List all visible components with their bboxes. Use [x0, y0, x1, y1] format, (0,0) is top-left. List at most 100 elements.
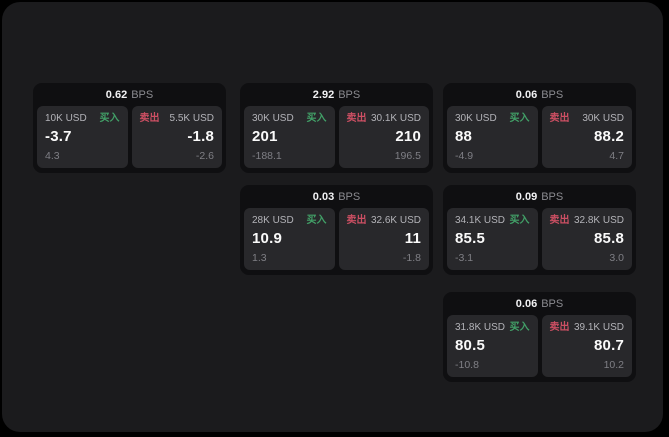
- bps-unit-label: BPS: [541, 190, 564, 203]
- sell-sub-value: -1.8: [402, 252, 421, 264]
- buy-side-label: 买入: [306, 215, 327, 226]
- sell-side-label: 卖出: [139, 113, 160, 124]
- sell-panel[interactable]: 卖出 5.5K USD -1.8 -2.6: [131, 106, 222, 168]
- bps-header: 0.03 BPS: [244, 185, 429, 208]
- buy-sub-value: 1.3: [252, 252, 267, 264]
- sell-panel[interactable]: 卖出 30K USD 88.2 4.7: [541, 106, 632, 168]
- sell-size-label: 39.1K USD: [573, 322, 624, 333]
- sell-sub-value: -2.6: [195, 150, 214, 162]
- bps-unit-label: BPS: [541, 88, 564, 101]
- bps-header: 2.92 BPS: [244, 83, 429, 106]
- sell-panel[interactable]: 卖出 30.1K USD 210 196.5: [338, 106, 429, 168]
- bps-header: 0.06 BPS: [447, 292, 632, 315]
- buy-sub-value: -10.8: [455, 359, 479, 371]
- quote-panels: 31.8K USD 买入 80.5 -10.8 卖出 39.1K USD 80.…: [447, 315, 632, 377]
- buy-side-label: 买入: [306, 113, 327, 124]
- buy-price-value: 10.9: [252, 230, 282, 247]
- sell-size-label: 32.8K USD: [573, 215, 624, 226]
- quote-card: 0.06 BPS 31.8K USD 买入 80.5 -10.8 卖出 39.1…: [443, 292, 636, 382]
- buy-side-label: 买入: [509, 113, 530, 124]
- buy-panel-header: 34.1K USD 买入: [455, 215, 530, 227]
- bps-value: 0.06: [515, 88, 538, 101]
- buy-price-value: 88: [455, 128, 473, 145]
- bps-unit-label: BPS: [338, 88, 361, 101]
- quote-panels: 34.1K USD 买入 85.5 -3.1 卖出 32.8K USD 85.8…: [447, 208, 632, 270]
- sell-price-value: 210: [395, 128, 421, 145]
- buy-panel[interactable]: 34.1K USD 买入 85.5 -3.1: [447, 208, 538, 270]
- buy-panel-header: 30K USD 买入: [252, 113, 327, 125]
- bps-value: 2.92: [312, 88, 335, 101]
- buy-size-label: 10K USD: [45, 113, 87, 124]
- sell-price-value: 11: [404, 230, 421, 247]
- sell-size-label: 32.6K USD: [370, 215, 421, 226]
- sell-panel-header: 卖出 39.1K USD: [550, 322, 625, 334]
- bps-header: 0.62 BPS: [37, 83, 222, 106]
- sell-price-value: 85.8: [594, 230, 624, 247]
- quote-card: 0.09 BPS 34.1K USD 买入 85.5 -3.1 卖出 32.8K…: [443, 185, 636, 275]
- sell-panel-header: 卖出 32.8K USD: [550, 215, 625, 227]
- buy-panel[interactable]: 10K USD 买入 -3.7 4.3: [37, 106, 128, 168]
- quote-card: 0.62 BPS 10K USD 买入 -3.7 4.3 卖出 5.5K USD…: [33, 83, 226, 173]
- buy-panel-header: 28K USD 买入: [252, 215, 327, 227]
- sell-sub-value: 4.7: [609, 150, 624, 162]
- bps-header: 0.06 BPS: [447, 83, 632, 106]
- sell-panel-header: 卖出 30.1K USD: [347, 113, 422, 125]
- quote-card: 2.92 BPS 30K USD 买入 201 -188.1 卖出 30.1K …: [240, 83, 433, 173]
- buy-size-label: 31.8K USD: [455, 322, 506, 333]
- sell-price-value: 80.7: [594, 337, 624, 354]
- quote-panels: 10K USD 买入 -3.7 4.3 卖出 5.5K USD -1.8 -2.…: [37, 106, 222, 168]
- buy-price-value: 80.5: [455, 337, 485, 354]
- buy-panel[interactable]: 30K USD 买入 88 -4.9: [447, 106, 538, 168]
- quote-panels: 30K USD 买入 88 -4.9 卖出 30K USD 88.2 4.7: [447, 106, 632, 168]
- buy-panel[interactable]: 30K USD 买入 201 -188.1: [244, 106, 335, 168]
- sell-panel[interactable]: 卖出 39.1K USD 80.7 10.2: [541, 315, 632, 377]
- bps-unit-label: BPS: [131, 88, 154, 101]
- sell-side-label: 卖出: [549, 322, 570, 333]
- bps-value: 0.62: [105, 88, 128, 101]
- buy-price-value: -3.7: [45, 128, 72, 145]
- bps-unit-label: BPS: [541, 297, 564, 310]
- sell-sub-value: 196.5: [394, 150, 421, 162]
- buy-sub-value: -188.1: [252, 150, 282, 162]
- sell-size-label: 30.1K USD: [370, 113, 421, 124]
- quote-card: 0.03 BPS 28K USD 买入 10.9 1.3 卖出 32.6K US…: [240, 185, 433, 275]
- buy-panel[interactable]: 28K USD 买入 10.9 1.3: [244, 208, 335, 270]
- buy-size-label: 30K USD: [252, 113, 294, 124]
- buy-panel-header: 31.8K USD 买入: [455, 322, 530, 334]
- sell-price-value: 88.2: [594, 128, 624, 145]
- buy-panel-header: 30K USD 买入: [455, 113, 530, 125]
- bps-value: 0.09: [515, 190, 538, 203]
- buy-sub-value: 4.3: [45, 150, 60, 162]
- quote-panels: 30K USD 买入 201 -188.1 卖出 30.1K USD 210 1…: [244, 106, 429, 168]
- buy-side-label: 买入: [509, 322, 530, 333]
- buy-panel-header: 10K USD 买入: [45, 113, 120, 125]
- sell-size-label: 5.5K USD: [169, 113, 214, 124]
- sell-side-label: 卖出: [346, 113, 367, 124]
- sell-side-label: 卖出: [346, 215, 367, 226]
- sell-side-label: 卖出: [549, 113, 570, 124]
- buy-sub-value: -3.1: [455, 252, 474, 264]
- sell-panel-header: 卖出 32.6K USD: [347, 215, 422, 227]
- quote-card: 0.06 BPS 30K USD 买入 88 -4.9 卖出 30K USD 8…: [443, 83, 636, 173]
- buy-size-label: 34.1K USD: [455, 215, 506, 226]
- sell-price-value: -1.8: [187, 128, 214, 145]
- bps-value: 0.03: [312, 190, 335, 203]
- quote-panels: 28K USD 买入 10.9 1.3 卖出 32.6K USD 11 -1.8: [244, 208, 429, 270]
- bps-value: 0.06: [515, 297, 538, 310]
- buy-price-value: 201: [252, 128, 278, 145]
- buy-price-value: 85.5: [455, 230, 485, 247]
- buy-sub-value: -4.9: [455, 150, 474, 162]
- sell-size-label: 30K USD: [582, 113, 624, 124]
- buy-panel[interactable]: 31.8K USD 买入 80.5 -10.8: [447, 315, 538, 377]
- buy-size-label: 28K USD: [252, 215, 294, 226]
- buy-size-label: 30K USD: [455, 113, 497, 124]
- buy-side-label: 买入: [509, 215, 530, 226]
- sell-panel[interactable]: 卖出 32.6K USD 11 -1.8: [338, 208, 429, 270]
- sell-side-label: 卖出: [549, 215, 570, 226]
- sell-sub-value: 10.2: [603, 359, 624, 371]
- bps-unit-label: BPS: [338, 190, 361, 203]
- sell-panel[interactable]: 卖出 32.8K USD 85.8 3.0: [541, 208, 632, 270]
- sell-panel-header: 卖出 5.5K USD: [140, 113, 215, 125]
- sell-panel-header: 卖出 30K USD: [550, 113, 625, 125]
